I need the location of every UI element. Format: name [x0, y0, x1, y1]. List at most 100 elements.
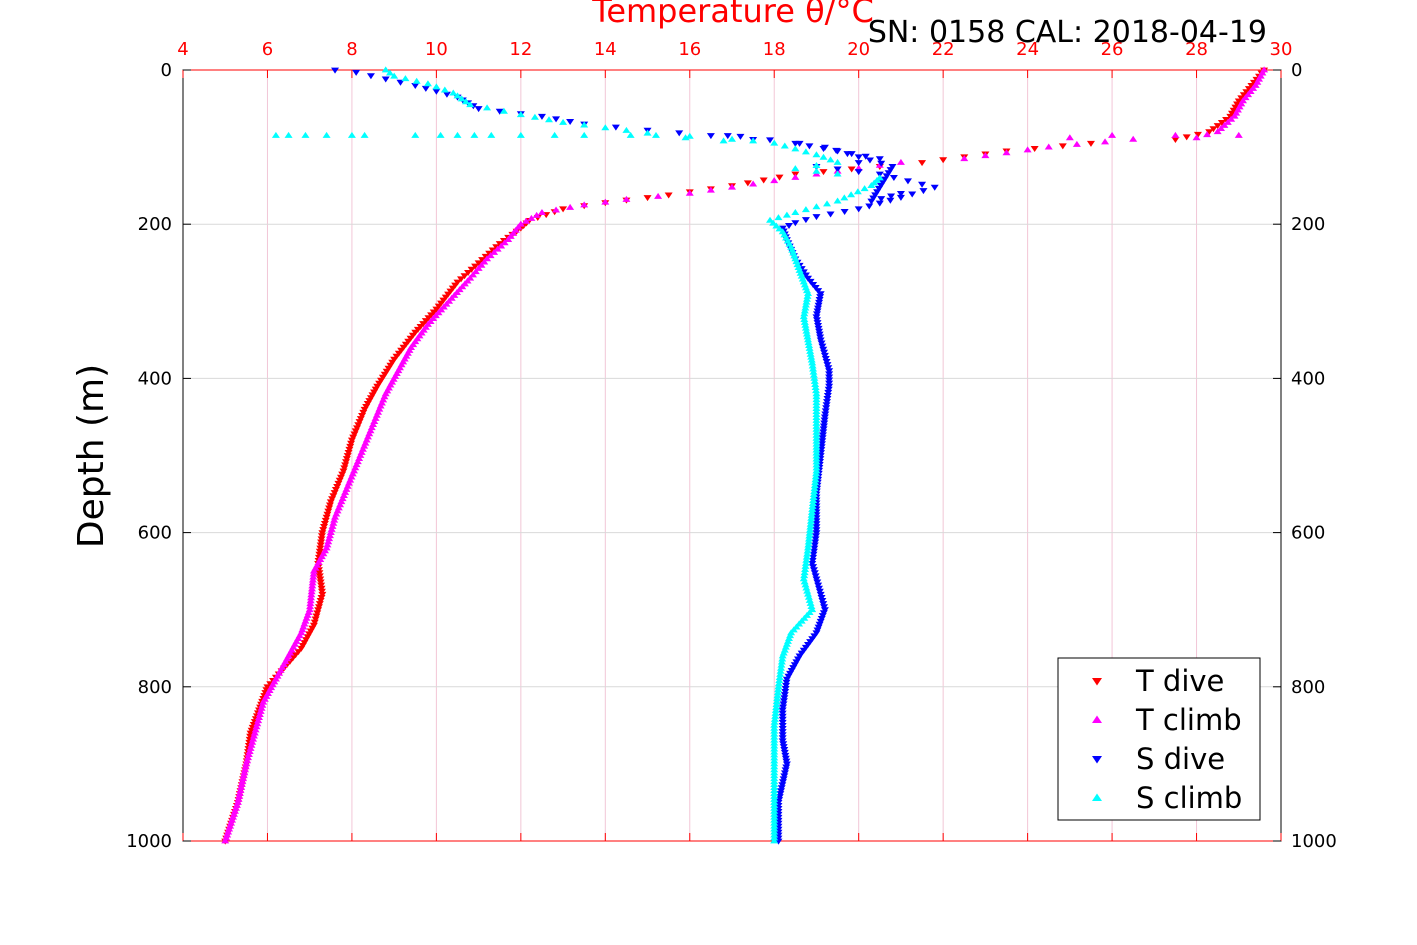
y-tick-label-right: 1000	[1291, 831, 1337, 852]
data-point	[908, 191, 917, 198]
data-point	[806, 347, 815, 354]
data-point	[253, 720, 262, 727]
data-point	[759, 177, 768, 184]
data-point	[1233, 101, 1242, 108]
x-tick-label: 26	[1101, 39, 1124, 60]
y-tick-label-left: 800	[138, 677, 172, 698]
data-point	[492, 244, 501, 251]
data-point	[778, 655, 787, 662]
data-point	[355, 419, 364, 426]
legend-label: T dive	[1135, 664, 1224, 698]
data-point	[778, 719, 787, 726]
x-tick-label: 12	[509, 39, 532, 60]
data-point	[749, 180, 758, 187]
data-markers	[221, 66, 1269, 845]
data-point	[327, 525, 336, 532]
data-point	[338, 471, 347, 478]
data-point	[775, 174, 784, 181]
data-point	[325, 532, 334, 539]
data-point	[411, 83, 420, 90]
data-point	[306, 594, 315, 601]
data-point	[811, 476, 820, 483]
data-point	[807, 511, 816, 518]
legend-label: T climb	[1135, 703, 1242, 737]
legend: T dive T climb S dive S climb	[1057, 657, 1261, 821]
data-point	[806, 278, 815, 285]
data-point	[821, 411, 830, 418]
data-point	[809, 551, 818, 558]
data-point	[773, 695, 782, 702]
data-point	[871, 192, 880, 199]
data-point	[651, 131, 660, 138]
data-point	[867, 182, 876, 189]
data-point	[853, 188, 862, 195]
data-point	[771, 706, 780, 713]
data-point	[778, 722, 787, 729]
data-point	[351, 428, 360, 435]
data-point	[244, 751, 253, 758]
data-point	[812, 530, 821, 537]
data-point	[918, 160, 927, 167]
x-tick-label: 20	[847, 39, 870, 60]
data-point	[777, 661, 786, 668]
data-point	[782, 679, 791, 686]
data-point	[317, 539, 326, 546]
data-point	[769, 219, 778, 226]
data-point	[249, 732, 258, 739]
data-point	[772, 703, 781, 710]
data-point	[802, 298, 811, 305]
data-point	[654, 192, 663, 199]
data-point	[771, 709, 780, 716]
data-point	[795, 140, 804, 147]
data-point	[821, 408, 830, 415]
data-point	[225, 825, 234, 832]
data-point	[805, 143, 814, 150]
data-point	[817, 340, 826, 347]
data-point	[810, 482, 819, 489]
x-tick-label: 8	[346, 39, 357, 60]
data-point	[306, 597, 315, 604]
data-point	[317, 582, 326, 589]
data-point	[256, 707, 265, 714]
data-point	[811, 536, 820, 543]
data-point	[245, 747, 254, 754]
data-point	[847, 191, 856, 198]
data-point	[811, 539, 820, 546]
data-point	[236, 786, 245, 793]
data-point	[516, 131, 525, 138]
data-point	[779, 701, 788, 708]
data-point	[360, 131, 369, 138]
data-point	[825, 377, 834, 384]
x-tick-label: 18	[763, 39, 786, 60]
y-tick-label-left: 400	[138, 368, 172, 389]
data-point	[804, 590, 813, 597]
data-point	[778, 652, 787, 659]
data-point	[321, 517, 330, 524]
data-point	[527, 214, 536, 221]
data-point	[474, 260, 483, 267]
data-point	[354, 422, 363, 429]
data-point	[803, 587, 812, 594]
data-point	[774, 680, 783, 687]
data-point	[1231, 104, 1240, 111]
data-point	[805, 529, 814, 536]
data-point	[840, 194, 849, 201]
data-point	[1229, 107, 1238, 114]
y-tick-label-right: 600	[1291, 523, 1325, 544]
data-point	[223, 831, 232, 838]
data-point	[497, 242, 506, 249]
data-point	[317, 533, 326, 540]
data-point	[347, 131, 356, 138]
data-point	[766, 137, 775, 144]
data-point	[813, 579, 822, 586]
data-point	[809, 496, 818, 503]
data-point	[239, 775, 248, 782]
data-point	[611, 124, 620, 131]
data-point	[816, 337, 825, 344]
data-point	[318, 591, 327, 598]
data-point	[778, 707, 787, 714]
data-point	[875, 186, 884, 193]
data-point	[222, 834, 231, 841]
data-point	[812, 467, 821, 474]
data-point	[226, 822, 235, 829]
